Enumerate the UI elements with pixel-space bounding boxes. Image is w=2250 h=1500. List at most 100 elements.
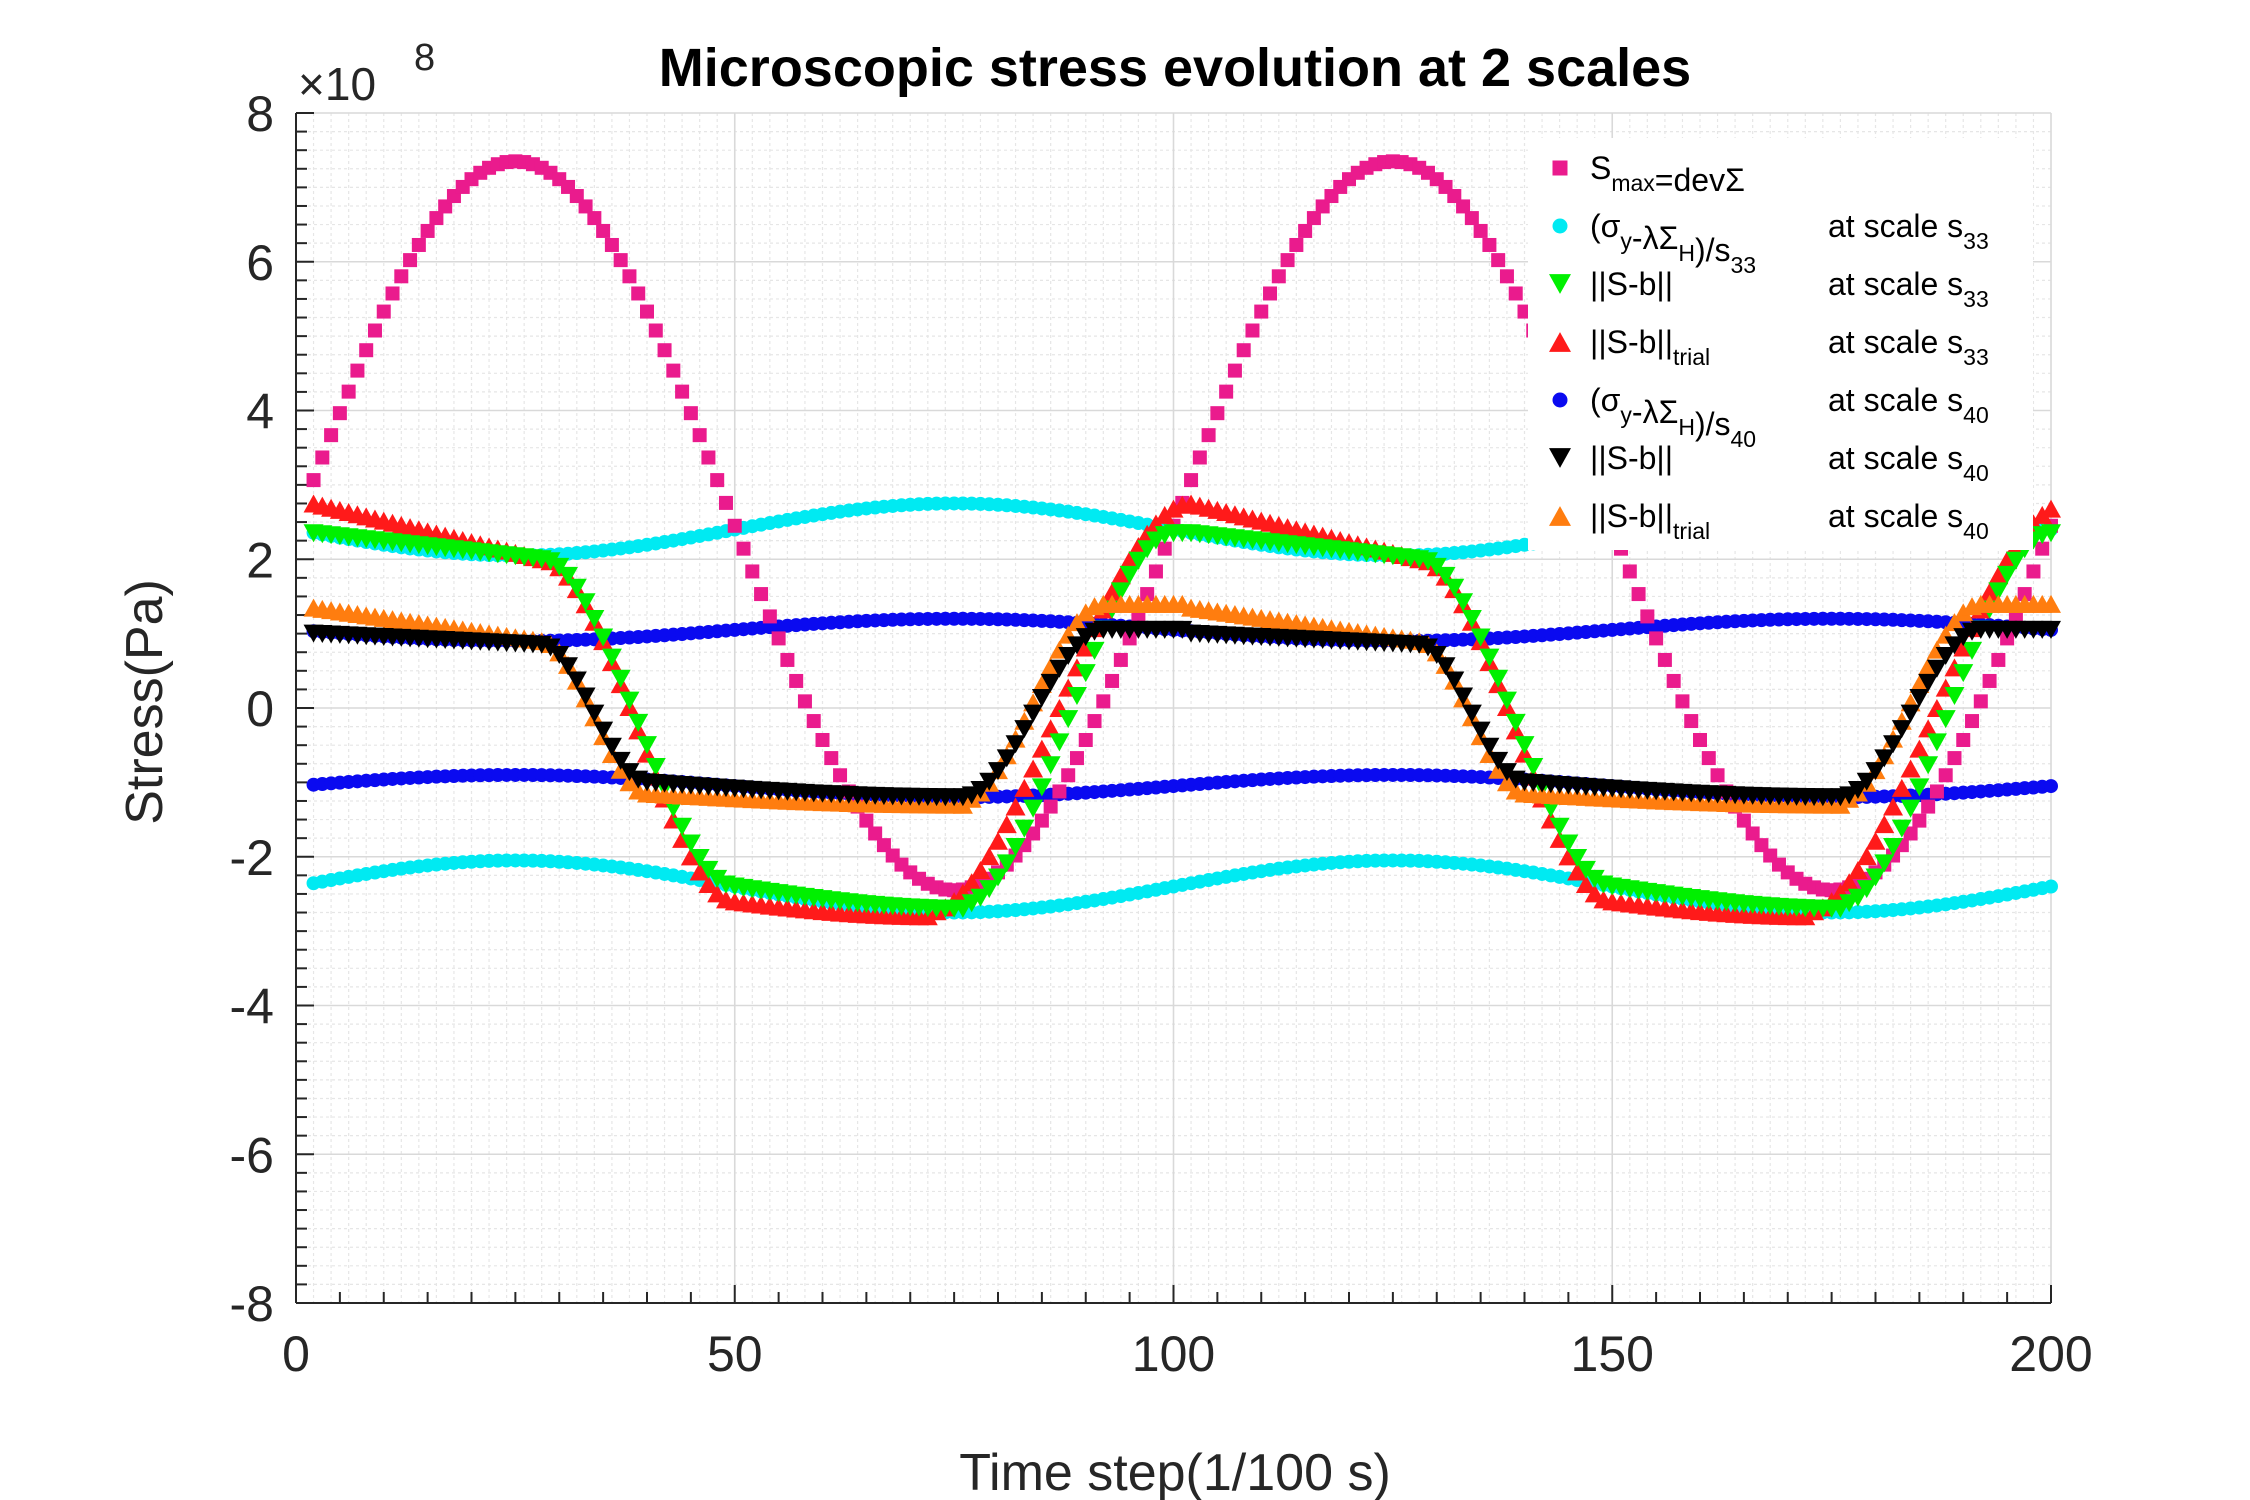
legend: Smax=devΣ (σy-λΣH)/s33 at scale s33 ||S-b||… [1528,138,2033,550]
tick-labels: 0 50 100 150 200 8 6 4 2 0 -2 -4 -6 -8 [230,86,2093,1382]
y-tick-label: -4 [230,979,274,1035]
point-smax [1491,253,1506,268]
point-smax [815,732,830,747]
point-smax [411,237,426,252]
point-green_tri_down [1040,756,1061,775]
point-smax [1236,343,1251,358]
point-smax [1254,304,1269,319]
point-smax [2035,541,2050,556]
point-black_tri_down [1040,673,1061,692]
x-tick-label: 0 [282,1326,310,1382]
point-smax [1096,694,1111,709]
point-smax [1657,652,1672,667]
point-black_tri_down [1935,647,1956,666]
point-smax [1666,673,1681,688]
y-tick-label: 6 [246,235,274,291]
point-smax [1043,799,1058,814]
point-black_tri_down [584,704,605,723]
point-smax [1210,406,1225,421]
x-tick-label: 50 [707,1326,763,1382]
point-green_tri_down [1023,799,1044,818]
point-red_tri_up [1154,505,1175,524]
point-black_tri_down [1479,737,1500,756]
point-red_tri_up [961,873,982,892]
point-green_tri_down [1461,609,1482,628]
point-smax [2008,609,2023,624]
point-black_tri_down [1023,704,1044,723]
point-red_tri_up [2032,505,2053,524]
point-smax [1622,564,1637,579]
legend-scale-label: at scale s40 [1828,498,1989,544]
point-red_tri_up [1856,847,1877,866]
point-smax [806,714,821,729]
point-green_tri_down [1997,565,2018,584]
legend-marker [1552,392,1568,408]
legend-scale-label: at scale s40 [1828,382,1989,428]
point-black_tri_down [1066,636,1087,655]
point-smax [683,406,698,421]
point-black_tri_down [1005,735,1026,754]
point-smax [1903,826,1918,841]
point-smax [622,269,637,284]
point-orange_tri_up [1953,603,1974,622]
point-smax [332,406,347,421]
point-black_tri_down [1058,647,1079,666]
legend-scale-label: at scale s40 [1828,440,1989,486]
point-red_tri_up [1575,875,1596,894]
point-smax [429,211,444,226]
point-green_tri_down [1926,733,1947,752]
point-green_tri_down [689,848,710,867]
legend-label: ||S-b|| [1590,440,1673,476]
x-tick-label: 100 [1132,1326,1215,1382]
point-green_tri_down [566,578,587,597]
point-green_tri_down [1066,686,1087,705]
point-smax [1693,732,1707,747]
point-smax [1508,286,1523,301]
point-red_tri_up [979,847,1000,866]
point-green_tri_down [584,609,605,628]
point-smax [1192,450,1207,465]
point-smax [859,813,874,828]
point-smax [1745,826,1760,841]
y-tick-label: -8 [230,1276,274,1332]
point-green_tri_down [1075,664,1096,683]
point-smax [1052,784,1067,799]
point-green_tri_down [1505,713,1526,732]
point-green_tri_down [1962,641,1983,660]
point-smax [833,768,848,783]
point-black_tri_down [1461,704,1482,723]
point-smax [1280,253,1295,268]
point-smax [1701,751,1716,766]
legend-box [1528,138,2033,550]
point-green_tri_down [637,736,657,755]
point-red_tri_up [1891,778,1912,797]
point-red_tri_up [1918,719,1939,738]
point-red_tri_up [988,831,1008,850]
legend-label: (σy-λΣH)/s33 [1590,208,1756,278]
point-red_tri_up [1900,759,1921,778]
point-orange_tri_up [1075,603,1096,622]
point-green_tri_down [1584,869,1605,888]
point-smax [1499,269,1514,284]
point-green_tri_down [1883,837,1904,856]
point-smax [675,384,690,399]
point-smax [718,495,733,510]
point-green_tri_down [1014,819,1035,838]
point-green_tri_down [1496,691,1517,710]
point-red_tri_up [1558,847,1579,866]
point-smax [1069,751,1084,766]
point-black_tri_down [566,671,587,690]
x-tick-label: 150 [1571,1326,1654,1382]
point-black_tri_down [979,772,1000,791]
point-green_tri_down [1488,669,1509,688]
point-green_tri_down [2005,551,2026,570]
x-axis-label: Time step(1/100 s) [959,1444,1391,1500]
point-red_tri_up [1023,759,1044,778]
point-black_tri_down [1883,735,1904,754]
legend-label: ||S-b||trial [1590,324,1710,370]
point-green_tri_down [988,868,1008,887]
point-red_tri_up [1005,797,1026,816]
point-black_tri_down [1900,704,1921,723]
point-smax [420,223,435,238]
point-black_tri_down [1874,749,1895,768]
